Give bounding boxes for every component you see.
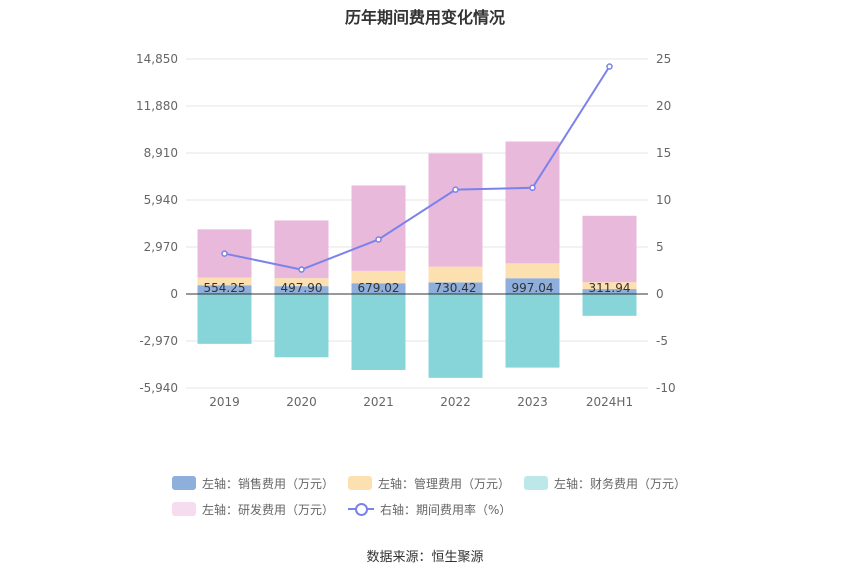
legend-item-admin[interactable]: 左轴：管理费用（万元） bbox=[348, 475, 510, 492]
bar-segment bbox=[428, 266, 483, 283]
right-axis-tick-label: 10 bbox=[656, 193, 671, 207]
legend-item-expense-rate[interactable]: 右轴：期间费用率（%） bbox=[348, 501, 511, 518]
bar-data-label: 997.04 bbox=[512, 281, 554, 295]
legend-item-rnd[interactable]: 左轴：研发费用（万元） bbox=[172, 501, 334, 518]
legend-item-finance[interactable]: 左轴：财务费用（万元） bbox=[524, 475, 686, 492]
right-axis-tick-label: -5 bbox=[656, 334, 668, 348]
bar-segment bbox=[582, 289, 637, 294]
bar-segment bbox=[351, 294, 406, 370]
x-axis-tick-label: 2022 bbox=[440, 395, 471, 409]
legend-line-icon bbox=[348, 502, 375, 516]
right-axis-tick-label: 5 bbox=[656, 240, 664, 254]
right-axis-tick-label: -10 bbox=[656, 381, 676, 395]
legend-item-sales[interactable]: 左轴：销售费用（万元） bbox=[172, 475, 334, 492]
expense-rate-line bbox=[224, 65, 611, 271]
expense-rate-point bbox=[221, 250, 228, 257]
bar-data-labels: 554.25 497.90 679.02 730.42 997.04 311.94 bbox=[204, 281, 631, 295]
left-axis-tick-label: -2,970 bbox=[139, 334, 178, 348]
legend-label-admin: 左轴：管理费用（万元） bbox=[378, 476, 511, 491]
bar-segment bbox=[197, 277, 252, 286]
right-axis-tick-label: 15 bbox=[656, 146, 671, 160]
bar-segment bbox=[582, 294, 637, 316]
bar-segment bbox=[505, 141, 560, 264]
bar-data-label: 311.94 bbox=[589, 281, 631, 295]
bar-segment bbox=[505, 294, 560, 368]
bar-data-label: 730.42 bbox=[435, 281, 477, 295]
grid-lines bbox=[186, 58, 648, 389]
bar-segment bbox=[274, 278, 329, 287]
left-axis-tick-label: 5,940 bbox=[144, 193, 178, 207]
x-axis-tick-label: 2020 bbox=[286, 395, 317, 409]
expense-rate-point bbox=[375, 236, 382, 243]
source-note: 数据来源：恒生聚源 bbox=[366, 550, 484, 565]
bar-segment bbox=[505, 278, 560, 294]
left-axis-tick-label: 14,850 bbox=[136, 52, 178, 66]
right-axis-tick-label: 25 bbox=[656, 52, 671, 66]
bar-data-label: 497.90 bbox=[281, 281, 323, 295]
left-axis-tick-label: 11,880 bbox=[136, 99, 178, 113]
bar-segment bbox=[582, 215, 637, 283]
bar-segment bbox=[274, 286, 329, 294]
bar-segment bbox=[351, 283, 406, 294]
x-axis-tick-label: 2021 bbox=[363, 395, 394, 409]
right-axis-tick-label: 0 bbox=[656, 287, 664, 301]
bar-segment bbox=[197, 285, 252, 294]
chart-title: 历年期间费用变化情况 bbox=[344, 8, 505, 27]
expense-rate-point bbox=[452, 186, 459, 193]
left-axis-tick-label: 2,970 bbox=[144, 240, 178, 254]
left-axis-tick-label: 0 bbox=[170, 287, 178, 301]
right-axis-tick-label: 20 bbox=[656, 99, 671, 113]
bar-segment bbox=[197, 294, 252, 344]
bar-segment bbox=[428, 294, 483, 378]
legend-label-finance: 左轴：财务费用（万元） bbox=[554, 476, 687, 491]
x-axis-tick-label: 2023 bbox=[517, 395, 548, 409]
line-series bbox=[221, 63, 613, 273]
expense-rate-point bbox=[606, 63, 613, 70]
legend-label-sales: 左轴：销售费用（万元） bbox=[202, 476, 335, 491]
left-axis-tick-label: -5,940 bbox=[139, 381, 178, 395]
left-axis-tick-label: 8,910 bbox=[144, 146, 178, 160]
legend-swatch-finance bbox=[524, 476, 549, 490]
bar-segment bbox=[351, 270, 406, 284]
legend: 左轴：销售费用（万元） 左轴：管理费用（万元） 左轴：财务费用（万元） 左轴：研… bbox=[172, 470, 712, 522]
bar-segment bbox=[505, 263, 560, 279]
legend-swatch-sales bbox=[172, 476, 196, 490]
bar-segment bbox=[428, 282, 483, 294]
bar-segment bbox=[274, 294, 329, 358]
bar-segment bbox=[582, 282, 637, 290]
x-axis-tick-label: 2019 bbox=[209, 395, 240, 409]
expense-rate-point bbox=[529, 184, 536, 192]
bar-segment bbox=[428, 153, 483, 267]
expense-rate-point bbox=[298, 266, 305, 273]
axis-labels: 14,850 25 11,880 20 8,910 15 5,940 10 2,970 5 0 0 -2… bbox=[136, 52, 676, 409]
bar-series bbox=[197, 141, 637, 378]
x-axis-tick-label: 2024H1 bbox=[586, 395, 633, 409]
legend-label-rnd: 左轴：研发费用（万元） bbox=[202, 502, 335, 517]
legend-swatch-admin bbox=[348, 476, 373, 490]
bar-data-label: 554.25 bbox=[204, 281, 246, 295]
legend-label-expense-rate: 右轴：期间费用率（%） bbox=[380, 502, 512, 517]
legend-swatch-rnd bbox=[172, 502, 196, 516]
bar-data-label: 679.02 bbox=[358, 281, 400, 295]
